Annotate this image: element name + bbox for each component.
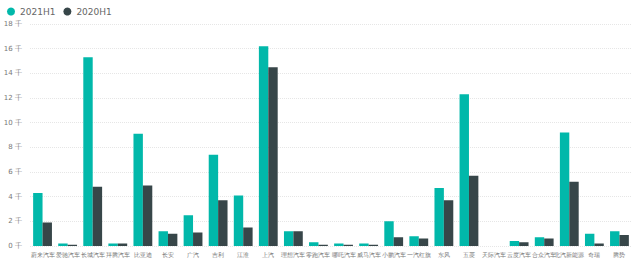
svg-text:爱驰汽车: 爱驰汽车: [56, 251, 80, 258]
svg-text:天际汽车: 天际汽车: [482, 251, 506, 258]
svg-text:拜腾汽车: 拜腾汽车: [106, 251, 130, 258]
svg-text:腾势: 腾势: [613, 251, 625, 258]
svg-text:威马汽车: 威马汽车: [357, 251, 381, 258]
svg-text:18 千: 18 千: [4, 20, 22, 28]
svg-text:上汽: 上汽: [262, 251, 274, 258]
svg-text:合众汽车: 合众汽车: [532, 251, 556, 258]
svg-text:4 千: 4 千: [8, 193, 22, 201]
svg-text:10 千: 10 千: [4, 119, 22, 127]
svg-text:2021H1: 2021H1: [20, 7, 55, 17]
svg-text:一汽红旗: 一汽红旗: [407, 251, 431, 258]
svg-text:广汽: 广汽: [187, 251, 199, 258]
svg-text:2 千: 2 千: [8, 217, 22, 225]
svg-text:哪吒汽车: 哪吒汽车: [332, 251, 356, 258]
svg-text:8 千: 8 千: [8, 143, 22, 151]
svg-text:长安: 长安: [162, 251, 174, 258]
svg-text:14 千: 14 千: [4, 69, 22, 77]
svg-text:小鹏汽车: 小鹏汽车: [382, 251, 406, 258]
svg-text:比亚迪: 比亚迪: [134, 251, 152, 258]
svg-text:五菱: 五菱: [463, 251, 475, 258]
svg-text:奇瑞: 奇瑞: [588, 251, 600, 258]
svg-text:零跑汽车: 零跑汽车: [306, 251, 330, 258]
svg-text:江淮: 江淮: [237, 251, 249, 258]
svg-text:蔚来汽车: 蔚来汽车: [31, 251, 55, 258]
svg-text:云度汽车: 云度汽车: [507, 251, 531, 258]
svg-text:东风: 东风: [438, 251, 450, 258]
svg-text:0 千: 0 千: [8, 242, 22, 250]
svg-text:北汽新能源: 北汽新能源: [554, 251, 584, 258]
svg-text:理想汽车: 理想汽车: [281, 251, 305, 258]
svg-text:6 千: 6 千: [8, 168, 22, 176]
svg-text:长城汽车: 长城汽车: [81, 251, 105, 258]
svg-text:2020H1: 2020H1: [76, 7, 111, 17]
svg-text:吉利: 吉利: [212, 251, 224, 258]
svg-text:16 千: 16 千: [4, 45, 22, 53]
svg-text:12 千: 12 千: [4, 94, 22, 102]
